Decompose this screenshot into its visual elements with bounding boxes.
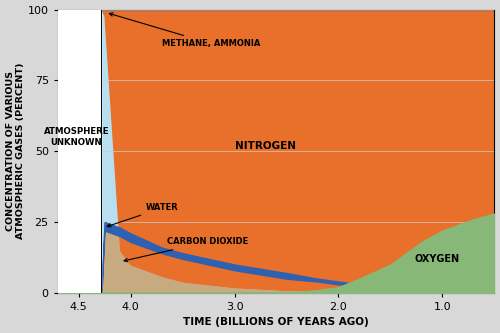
Text: METHANE, AMMONIA: METHANE, AMMONIA [110, 13, 260, 48]
Text: WATER: WATER [108, 203, 179, 227]
Text: ATMOSPHERE
UNKNOWN: ATMOSPHERE UNKNOWN [44, 127, 109, 147]
Text: CARBON DIOXIDE: CARBON DIOXIDE [124, 237, 248, 262]
X-axis label: TIME (BILLIONS OF YEARS AGO): TIME (BILLIONS OF YEARS AGO) [183, 317, 369, 327]
Y-axis label: CONCENTRATION OF VARIOUS
ATMOSPHERIC GASES (PERCENT): CONCENTRATION OF VARIOUS ATMOSPHERIC GAS… [6, 63, 25, 239]
Polygon shape [58, 10, 102, 293]
Text: NITROGEN: NITROGEN [235, 141, 296, 151]
Text: OXYGEN: OXYGEN [414, 254, 460, 264]
